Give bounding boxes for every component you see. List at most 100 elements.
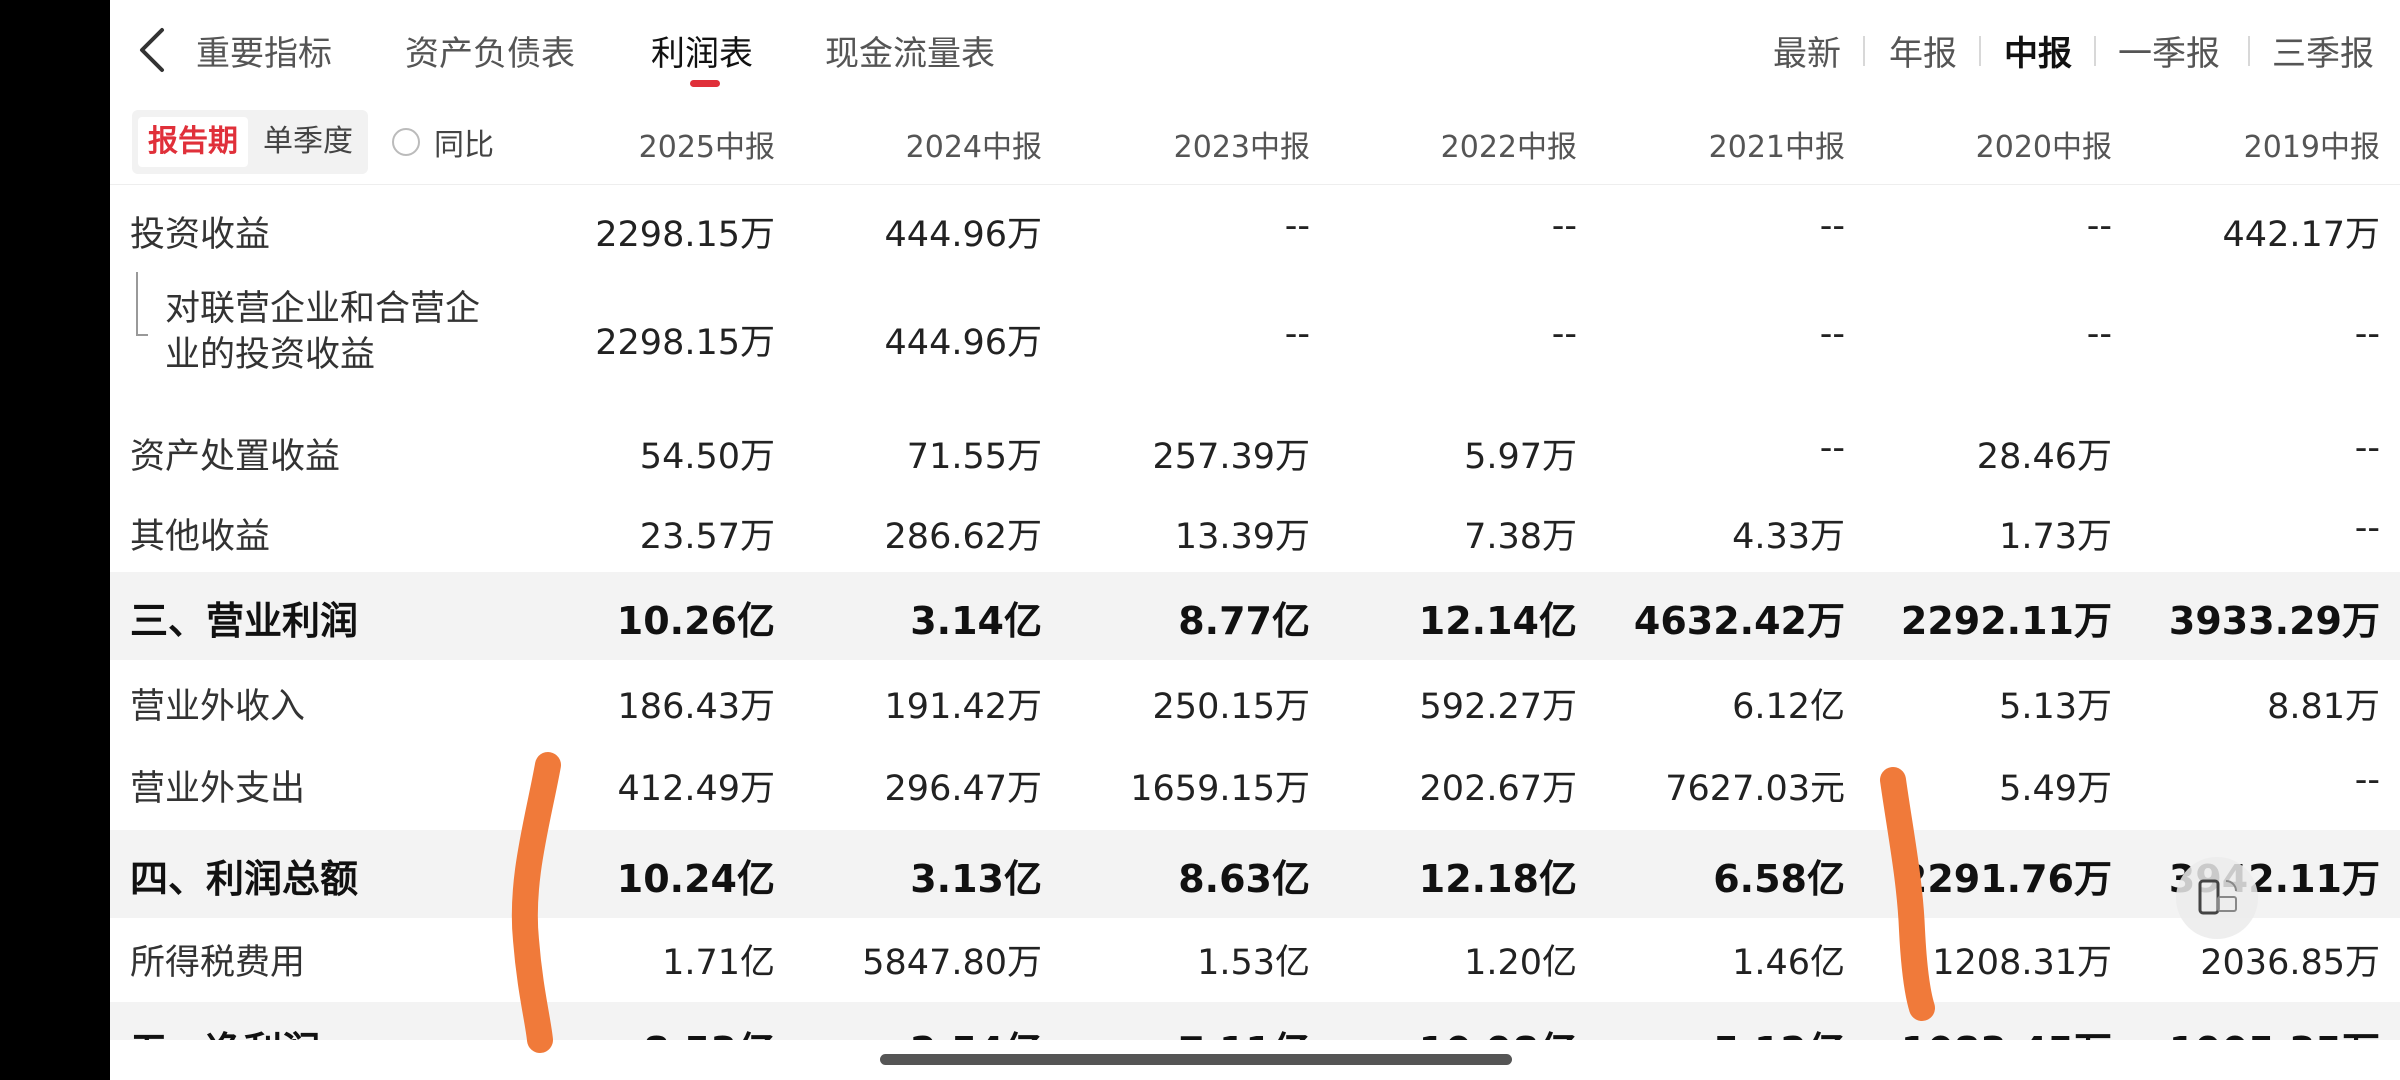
table-cell: -- (1284, 314, 1310, 354)
table-cell: -- (2354, 508, 2380, 548)
tab-balance-sheet[interactable]: 资产负债表 (405, 34, 575, 74)
table-row[interactable]: 营业外收入 186.43万 191.42万 250.15万 592.27万 6.… (110, 660, 2400, 746)
table-cell: 186.43万 (617, 687, 775, 727)
table-cell: 412.49万 (617, 769, 775, 809)
row-label-line1: 对联营企业和合营企 (165, 289, 481, 329)
table-cell: -- (2086, 206, 2112, 246)
column-header: 2021中报 (1708, 130, 1845, 165)
table-cell: 2298.15万 (595, 323, 775, 363)
table-cell: 202.67万 (1419, 769, 1577, 809)
row-label: 三、营业利润 (130, 599, 359, 643)
table-cell: 286.62万 (884, 517, 1042, 557)
top-tab-bar: 重要指标 资产负债表 利润表 现金流量表 最新 年报 中报 一季报 三季报 (110, 0, 2400, 100)
sub-item-bracket (136, 272, 148, 336)
table-cell: 3.14亿 (910, 599, 1042, 643)
table-row[interactable]: 资产处置收益 54.50万 71.55万 257.39万 5.97万 -- 28… (110, 408, 2400, 494)
table-cell: 7.38万 (1464, 517, 1577, 557)
table-cell: -- (1819, 206, 1845, 246)
table-cell: 71.55万 (906, 437, 1042, 477)
table-cell: 1208.31万 (1932, 943, 2112, 983)
table-cell: 5.97万 (1464, 437, 1577, 477)
table-cell: 28.46万 (1976, 437, 2112, 477)
period-type-toggle: 报告期 单季度 (132, 110, 368, 174)
table-cell: 12.18亿 (1418, 857, 1577, 901)
column-header: 2019中报 (2243, 130, 2380, 165)
row-label: 营业外支出 (130, 769, 306, 809)
table-cell: -- (1551, 206, 1577, 246)
table-cell: -- (1551, 314, 1577, 354)
period-interim[interactable]: 中报 (2004, 34, 2072, 74)
table-cell: 8.77亿 (1178, 599, 1310, 643)
yoy-radio[interactable] (392, 128, 420, 156)
row-label: 四、利润总额 (130, 857, 359, 901)
table-cell: 1.20亿 (1464, 943, 1577, 983)
row-label: 所得税费用 (130, 943, 306, 983)
table-cell: 191.42万 (884, 687, 1042, 727)
period-divider (2094, 36, 2096, 66)
table-row-section[interactable]: 三、营业利润 10.26亿 3.14亿 8.77亿 12.14亿 4632.42… (110, 572, 2400, 660)
left-black-bar (0, 0, 110, 1080)
table-cell: 13.39万 (1174, 517, 1310, 557)
back-chevron-icon (140, 28, 164, 72)
column-header: 2025中报 (638, 130, 775, 165)
row-label: 资产处置收益 (130, 437, 341, 477)
table-cell: 2292.11万 (1900, 599, 2112, 643)
table-cell: 1.71亿 (662, 943, 775, 983)
table-cell: -- (1819, 428, 1845, 468)
table-cell: 7627.03元 (1665, 769, 1845, 809)
active-tab-indicator (690, 80, 720, 87)
row-label: 投资收益 (130, 215, 271, 255)
table-cell: 2036.85万 (2200, 943, 2380, 983)
home-indicator-bar[interactable] (880, 1054, 1512, 1065)
table-row-section[interactable]: 四、利润总额 10.24亿 3.13亿 8.63亿 12.18亿 6.58亿 2… (110, 830, 2400, 918)
table-cell: 2298.15万 (595, 215, 775, 255)
tab-key-indicators[interactable]: 重要指标 (196, 34, 332, 74)
table-cell: 250.15万 (1152, 687, 1310, 727)
column-header: 2022中报 (1440, 130, 1577, 165)
tab-cash-flow-label: 现金流量表 (825, 34, 995, 74)
yoy-label: 同比 (434, 128, 494, 163)
period-annual[interactable]: 年报 (1889, 34, 1957, 74)
period-divider (1863, 36, 1865, 66)
rotate-screen-button[interactable] (2176, 857, 2258, 939)
table-cell: 2291.76万 (1900, 857, 2112, 901)
column-header: 2023中报 (1173, 130, 1310, 165)
column-header: 2024中报 (905, 130, 1042, 165)
table-cell: 8.81万 (2267, 687, 2380, 727)
table-row[interactable]: 营业外支出 412.49万 296.47万 1659.15万 202.67万 7… (110, 746, 2400, 830)
table-cell: -- (1819, 314, 1845, 354)
table-cell: 10.24亿 (616, 857, 775, 901)
table-cell: 8.63亿 (1178, 857, 1310, 901)
table-row[interactable]: 投资收益 2298.15万 444.96万 -- -- -- -- 442.17… (110, 186, 2400, 268)
table-cell: 4632.42万 (1633, 599, 1845, 643)
table-cell: -- (2086, 314, 2112, 354)
table-cell: 5.13万 (1999, 687, 2112, 727)
period-divider (2248, 36, 2250, 66)
table-row[interactable]: 所得税费用 1.71亿 5847.80万 1.53亿 1.20亿 1.46亿 1… (110, 918, 2400, 1002)
single-quarter-option[interactable]: 单季度 (263, 124, 353, 159)
table-row[interactable]: 对联营企业和合营企 业的投资收益 2298.15万 444.96万 -- -- … (110, 268, 2400, 408)
tab-income-statement[interactable]: 利润表 (651, 34, 753, 74)
table-cell: 4.33万 (1732, 517, 1845, 557)
row-label: 其他收益 (130, 517, 271, 557)
table-cell: 3933.29万 (2168, 599, 2380, 643)
period-latest[interactable]: 最新 (1773, 34, 1841, 74)
table-cell: 442.17万 (2222, 215, 2380, 255)
table-cell: 592.27万 (1419, 687, 1577, 727)
table-header: 报告期 单季度 同比 2025中报 2024中报 2023中报 2022中报 2… (110, 100, 2400, 186)
period-q1[interactable]: 一季报 (2118, 34, 2220, 74)
table-cell: 296.47万 (884, 769, 1042, 809)
table-cell: 444.96万 (884, 215, 1042, 255)
table-cell: 1.73万 (1999, 517, 2112, 557)
table-cell: 6.58亿 (1713, 857, 1845, 901)
table-row[interactable]: 其他收益 23.57万 286.62万 13.39万 7.38万 4.33万 1… (110, 494, 2400, 570)
header-divider (110, 184, 2400, 185)
rotate-screen-icon (2198, 879, 2237, 915)
report-period-option[interactable]: 报告期 (138, 117, 248, 167)
period-q3[interactable]: 三季报 (2272, 34, 2374, 74)
table-cell: 12.14亿 (1418, 599, 1577, 643)
back-button[interactable] (128, 22, 178, 78)
tab-cash-flow[interactable]: 现金流量表 (825, 26, 995, 75)
column-header: 2020中报 (1975, 130, 2112, 165)
table-cell: 54.50万 (639, 437, 775, 477)
